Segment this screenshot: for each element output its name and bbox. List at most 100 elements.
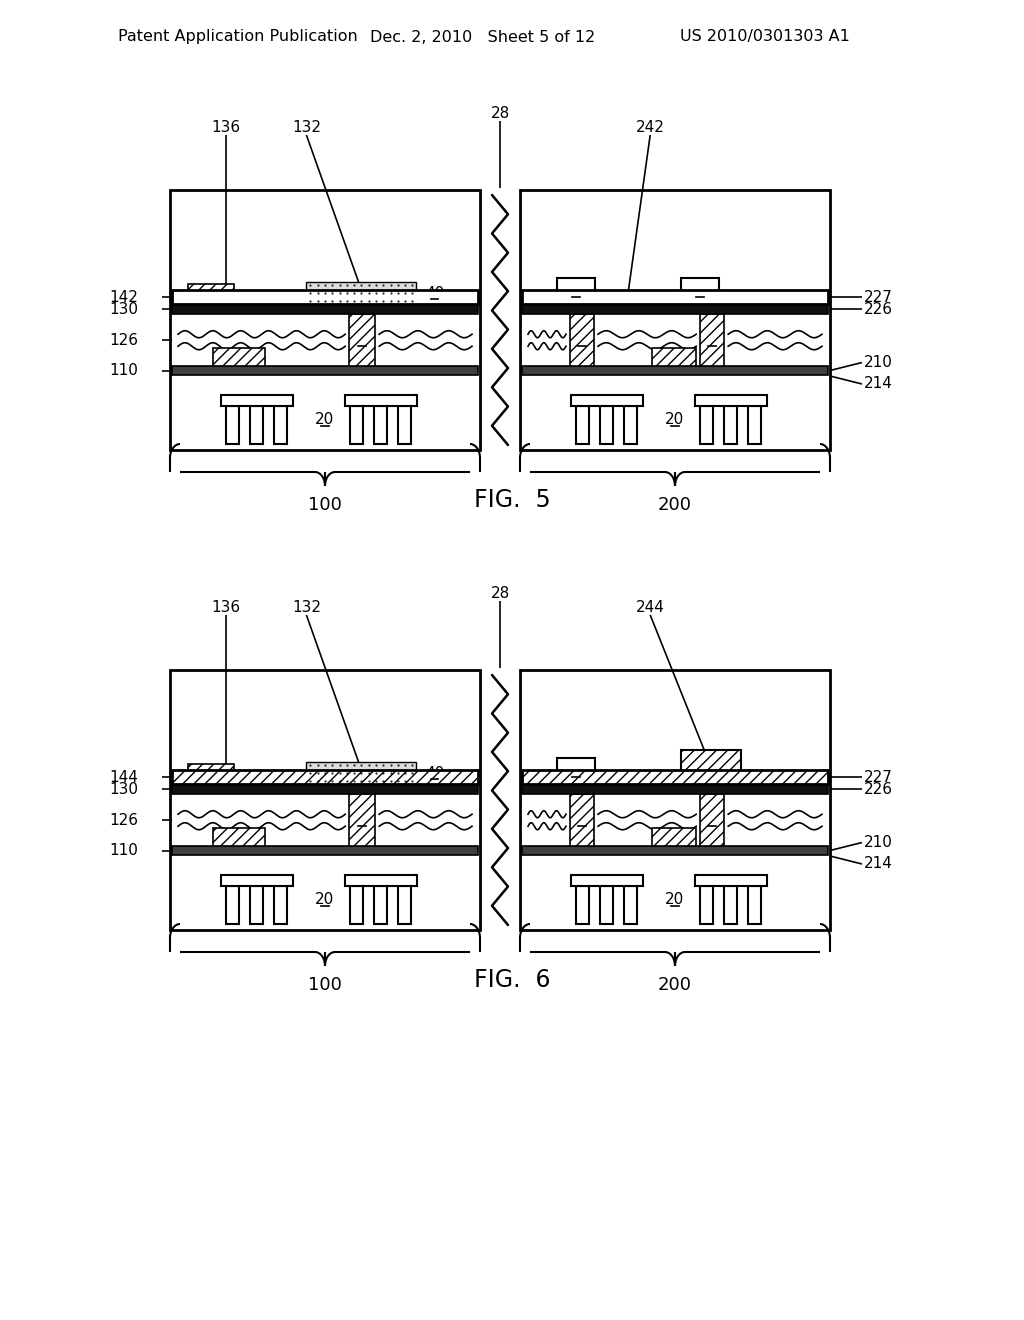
Text: 210: 210 xyxy=(864,836,893,850)
Bar xyxy=(522,770,828,784)
Bar xyxy=(570,875,643,886)
Text: 110: 110 xyxy=(110,843,138,858)
Bar xyxy=(625,886,637,924)
Bar xyxy=(700,314,724,366)
Text: 214: 214 xyxy=(864,857,893,871)
Bar xyxy=(520,190,830,450)
Text: 40: 40 xyxy=(425,285,444,301)
Bar xyxy=(250,886,263,924)
Text: 227: 227 xyxy=(864,770,893,784)
Bar xyxy=(398,886,412,924)
Text: 110: 110 xyxy=(110,363,138,378)
Text: US 2010/0301303 A1: US 2010/0301303 A1 xyxy=(680,29,850,45)
Bar xyxy=(600,407,613,444)
Bar xyxy=(652,348,696,366)
Text: 40: 40 xyxy=(425,766,444,780)
Text: 24: 24 xyxy=(702,333,722,347)
Bar xyxy=(625,407,637,444)
Bar xyxy=(306,762,417,784)
Bar xyxy=(557,758,595,784)
Text: 130: 130 xyxy=(109,781,138,796)
Bar xyxy=(749,407,761,444)
Text: 20: 20 xyxy=(315,412,335,428)
Bar xyxy=(570,314,594,366)
Bar xyxy=(522,784,828,795)
Bar xyxy=(274,407,288,444)
Bar xyxy=(557,279,595,304)
Bar xyxy=(695,395,767,407)
Bar xyxy=(724,407,737,444)
Text: 142: 142 xyxy=(110,289,138,305)
Bar xyxy=(188,284,234,304)
Bar xyxy=(306,282,417,304)
Bar xyxy=(213,828,265,846)
Text: 20: 20 xyxy=(666,892,685,908)
Bar xyxy=(172,784,478,795)
Bar xyxy=(170,190,480,450)
Text: 244: 244 xyxy=(636,599,665,615)
Bar xyxy=(349,314,375,366)
Bar xyxy=(213,348,265,366)
Text: 144: 144 xyxy=(110,770,138,784)
Bar xyxy=(226,886,240,924)
Bar xyxy=(188,764,234,784)
Bar xyxy=(681,279,719,304)
Bar xyxy=(221,875,293,886)
Text: 214: 214 xyxy=(864,376,893,392)
Text: 40: 40 xyxy=(566,284,586,298)
Bar xyxy=(172,304,478,314)
Bar xyxy=(724,886,737,924)
Bar xyxy=(695,875,767,886)
Text: 136: 136 xyxy=(211,599,241,615)
Bar xyxy=(522,304,828,314)
Text: 200: 200 xyxy=(658,975,692,994)
Bar xyxy=(398,407,412,444)
Text: Patent Application Publication: Patent Application Publication xyxy=(118,29,357,45)
Text: FIG.  6: FIG. 6 xyxy=(474,968,550,993)
Bar xyxy=(652,828,696,846)
Bar xyxy=(700,407,714,444)
Text: 20: 20 xyxy=(666,412,685,428)
Text: 210: 210 xyxy=(864,355,893,370)
Bar xyxy=(350,886,364,924)
Text: 20: 20 xyxy=(315,892,335,908)
Text: 24: 24 xyxy=(572,813,592,828)
Bar xyxy=(172,290,478,304)
Text: 126: 126 xyxy=(109,333,138,347)
Bar xyxy=(520,671,830,931)
Bar xyxy=(522,290,828,304)
Text: 100: 100 xyxy=(308,496,342,513)
Bar xyxy=(226,407,240,444)
Text: 200: 200 xyxy=(658,496,692,513)
Text: 40: 40 xyxy=(690,284,710,298)
Bar xyxy=(570,795,594,846)
Bar xyxy=(170,671,480,931)
Bar xyxy=(600,886,613,924)
Text: 24: 24 xyxy=(702,813,722,828)
Text: 40: 40 xyxy=(566,763,586,779)
Text: 132: 132 xyxy=(292,120,321,135)
Bar xyxy=(345,875,417,886)
Text: 226: 226 xyxy=(864,781,893,796)
Bar xyxy=(577,407,589,444)
Text: 100: 100 xyxy=(308,975,342,994)
Text: 126: 126 xyxy=(109,813,138,828)
Text: 242: 242 xyxy=(636,120,665,135)
Bar xyxy=(577,886,589,924)
Text: Dec. 2, 2010   Sheet 5 of 12: Dec. 2, 2010 Sheet 5 of 12 xyxy=(370,29,595,45)
Text: 24: 24 xyxy=(352,333,372,347)
Bar xyxy=(522,366,828,375)
Text: FIG.  5: FIG. 5 xyxy=(474,488,550,512)
Text: 28: 28 xyxy=(490,586,510,601)
Bar xyxy=(700,795,724,846)
Bar xyxy=(221,395,293,407)
Text: 24: 24 xyxy=(352,813,372,828)
Bar xyxy=(749,886,761,924)
Text: 226: 226 xyxy=(864,301,893,317)
Text: 227: 227 xyxy=(864,289,893,305)
Bar xyxy=(172,846,478,855)
Bar xyxy=(375,886,387,924)
Text: 136: 136 xyxy=(211,120,241,135)
Bar xyxy=(375,407,387,444)
Bar xyxy=(681,750,741,784)
